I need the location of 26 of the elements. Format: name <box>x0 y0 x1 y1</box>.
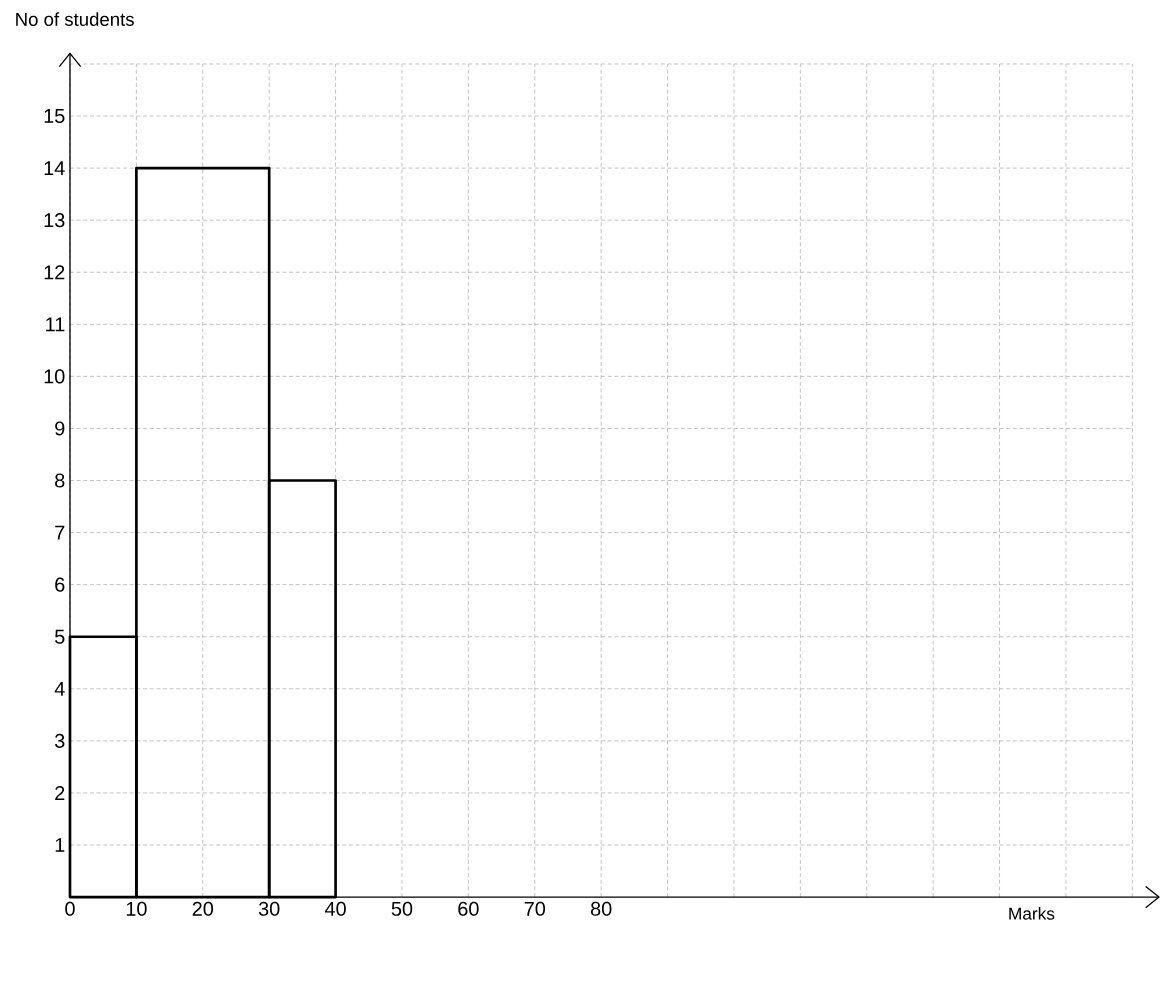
y-tick-label: 1 <box>55 837 65 852</box>
y-tick-label: 10 <box>44 369 65 384</box>
y-tick-label: 14 <box>44 161 65 175</box>
y-tick-label: 7 <box>55 525 65 540</box>
x-tick-label: 60 <box>458 901 479 916</box>
x-axis-title: Marks <box>1009 906 1055 920</box>
x-tick-label: 80 <box>590 901 612 916</box>
y-tick-label: 8 <box>55 473 65 488</box>
y-tick-label: 3 <box>54 733 65 748</box>
x-tick-label: 50 <box>391 901 413 916</box>
y-tick-label: 15 <box>44 108 65 123</box>
x-tick-label: 30 <box>258 901 280 916</box>
y-tick-label: 5 <box>55 629 65 644</box>
x-tick-label: 0 <box>65 901 75 916</box>
y-tick-label: 13 <box>44 212 65 228</box>
x-tick-label: 10 <box>126 901 147 916</box>
x-tick-label: 70 <box>524 901 546 916</box>
x-tick-label: 20 <box>192 901 214 916</box>
x-tick-label: 40 <box>324 901 346 916</box>
y-tick-label: 11 <box>46 317 65 331</box>
y-tick-label: 9 <box>55 421 65 436</box>
y-tick-label: 2 <box>55 785 65 800</box>
y-tick-label: 6 <box>55 577 65 592</box>
y-tick-label: 4 <box>54 681 65 696</box>
y-tick-label: 12 <box>44 265 65 280</box>
y-axis-title: No of students <box>16 12 134 26</box>
